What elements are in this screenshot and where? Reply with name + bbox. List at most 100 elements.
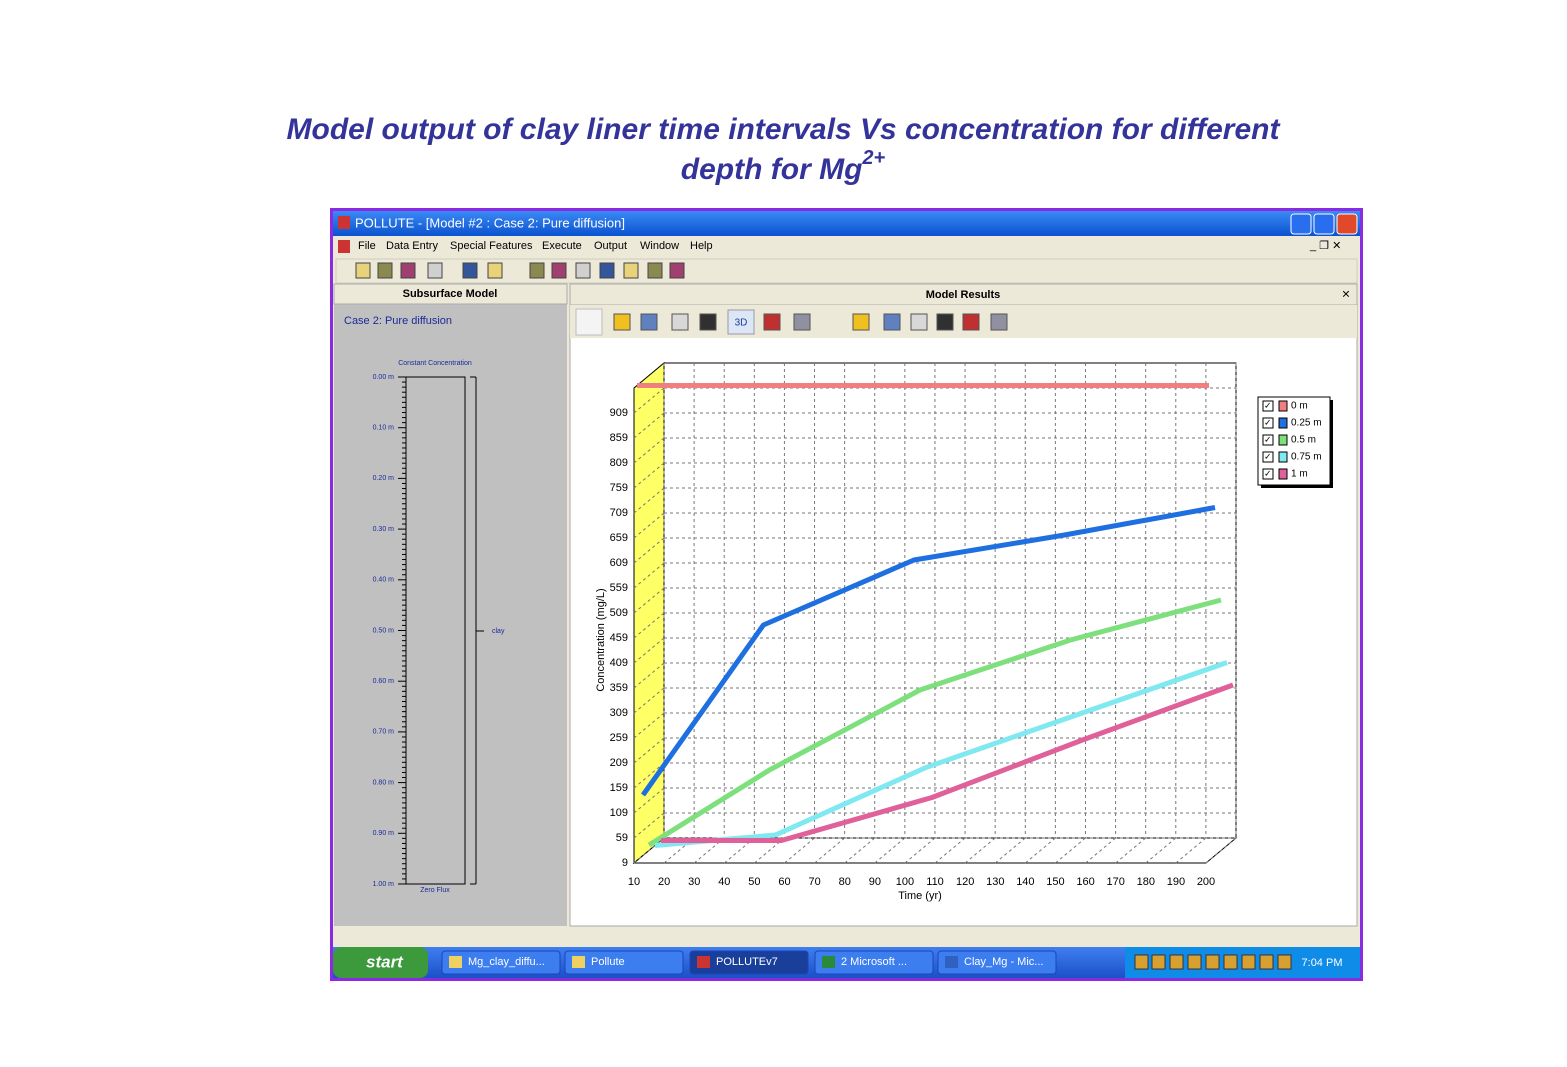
tool-icon[interactable] [671, 313, 689, 331]
y-tick-label: 109 [610, 807, 628, 819]
tool-icon[interactable] [599, 262, 615, 279]
menu-item[interactable]: Window [640, 240, 679, 252]
grid-line [633, 587, 665, 614]
x-tick-label: 110 [926, 876, 944, 888]
minimize-button[interactable] [1290, 213, 1312, 235]
y-tick-label: 709 [610, 507, 628, 519]
legend-label: 1 m [1291, 469, 1308, 480]
case-label: Case 2: Pure diffusion [344, 315, 452, 327]
tool-icon[interactable] [669, 262, 685, 279]
legend-checkbox[interactable] [1262, 417, 1274, 429]
start-label[interactable]: start [366, 952, 404, 971]
tray-icon[interactable] [1205, 954, 1220, 970]
grid-line [934, 837, 966, 864]
grid-line [633, 837, 665, 864]
x-tick-label: 130 [986, 876, 1004, 888]
task-button[interactable] [564, 950, 684, 975]
legend-swatch [1278, 417, 1288, 429]
tool-icon[interactable] [763, 313, 781, 331]
tray-icon[interactable] [1134, 954, 1149, 970]
x-tick-label: 70 [809, 876, 821, 888]
tool-button[interactable] [727, 309, 755, 335]
depth-label: 0.10 m [373, 425, 395, 432]
task-button[interactable] [937, 950, 1057, 975]
tool-icon[interactable] [613, 313, 631, 331]
tool-icon[interactable] [852, 313, 870, 331]
tool-icon[interactable] [910, 313, 928, 331]
close-results[interactable]: × [1342, 286, 1350, 302]
layer-label: clay [492, 628, 505, 635]
x-tick-label: 120 [956, 876, 974, 888]
menu-item[interactable]: Data Entry [386, 240, 438, 252]
y-tick-label: 209 [610, 757, 628, 769]
legend-checkbox[interactable] [1262, 468, 1274, 480]
tool-button[interactable] [575, 308, 603, 336]
tray-icon[interactable] [1259, 954, 1274, 970]
menu-item[interactable]: Special Features [450, 240, 533, 252]
task-label[interactable]: Pollute [591, 956, 625, 968]
start-button[interactable] [333, 947, 428, 978]
tool-icon[interactable] [575, 262, 591, 279]
tool-icon[interactable] [640, 313, 658, 331]
grid-line [814, 837, 845, 864]
tool-icon[interactable] [990, 313, 1008, 331]
close-button[interactable] [1336, 213, 1358, 235]
tool-icon[interactable] [529, 262, 545, 279]
tool-icon[interactable] [377, 262, 393, 279]
y-tick-label: 509 [610, 607, 628, 619]
task-label[interactable]: POLLUTEv7 [716, 956, 778, 968]
grid-line [1085, 837, 1116, 864]
task-label[interactable]: 2 Microsoft ... [841, 956, 907, 968]
title-bar [333, 211, 1360, 236]
tool-icon[interactable] [427, 262, 443, 279]
tray-icon[interactable] [1187, 954, 1202, 970]
toolbar [335, 258, 1358, 284]
results-toolbar-icons [613, 313, 1008, 331]
tool-icon[interactable] [355, 262, 371, 279]
tray-icon[interactable] [1169, 954, 1184, 970]
tool-icon[interactable] [699, 313, 717, 331]
task-button[interactable] [814, 950, 934, 975]
page-title: Model output of clay liner time interval… [287, 113, 1282, 146]
button-3d[interactable]: 3D [735, 318, 748, 329]
legend-checkbox[interactable] [1262, 451, 1274, 463]
menu-bar: File Data Entry Special Features Execute Out… [338, 240, 1341, 253]
tool-icon[interactable] [623, 262, 639, 279]
menu-item[interactable]: File [358, 240, 376, 252]
tray-icon[interactable] [1151, 954, 1166, 970]
tray-icon[interactable] [1241, 954, 1256, 970]
tool-icon[interactable] [551, 262, 567, 279]
task-button[interactable] [689, 950, 809, 975]
tool-icon[interactable] [936, 313, 954, 331]
menu-item[interactable]: Help [690, 240, 713, 252]
grid-line [633, 437, 665, 464]
x-tick-label: 50 [748, 876, 760, 888]
tool-icon[interactable] [462, 262, 478, 279]
grid-line [1055, 837, 1086, 864]
menu-item[interactable]: Output [594, 240, 627, 252]
task-label[interactable]: Clay_Mg - Mic... [964, 956, 1043, 968]
legend-swatch [1278, 451, 1288, 463]
tray-icon[interactable] [1277, 954, 1292, 970]
tool-icon[interactable] [487, 262, 503, 279]
check: ✓ [1264, 400, 1272, 410]
task-label[interactable]: Mg_clay_diffu... [468, 956, 545, 968]
tool-icon[interactable] [962, 313, 980, 331]
tool-icon[interactable] [400, 262, 416, 279]
maximize-button[interactable] [1313, 213, 1335, 235]
tool-icon[interactable] [793, 313, 811, 331]
task-button[interactable] [441, 950, 561, 975]
menu-item[interactable]: Execute [542, 240, 582, 252]
taskbar-items: Mg_clay_diffu... Pollute POLLUTEv7 2 Micros… [441, 950, 1292, 975]
legend-checkbox[interactable] [1262, 400, 1274, 412]
series-line [661, 682, 1234, 843]
tray-icon[interactable] [1223, 954, 1238, 970]
grid-line [633, 787, 665, 814]
top-boundary: Constant Concentration [398, 360, 472, 367]
legend-checkbox[interactable] [1262, 434, 1274, 446]
tool-icon[interactable] [647, 262, 663, 279]
chart: Case 2: Pure diffusion959109159209259309… [595, 361, 1333, 902]
task-icon [945, 956, 958, 968]
tool-icon[interactable] [883, 313, 901, 331]
y-tick-label: 659 [610, 532, 628, 544]
